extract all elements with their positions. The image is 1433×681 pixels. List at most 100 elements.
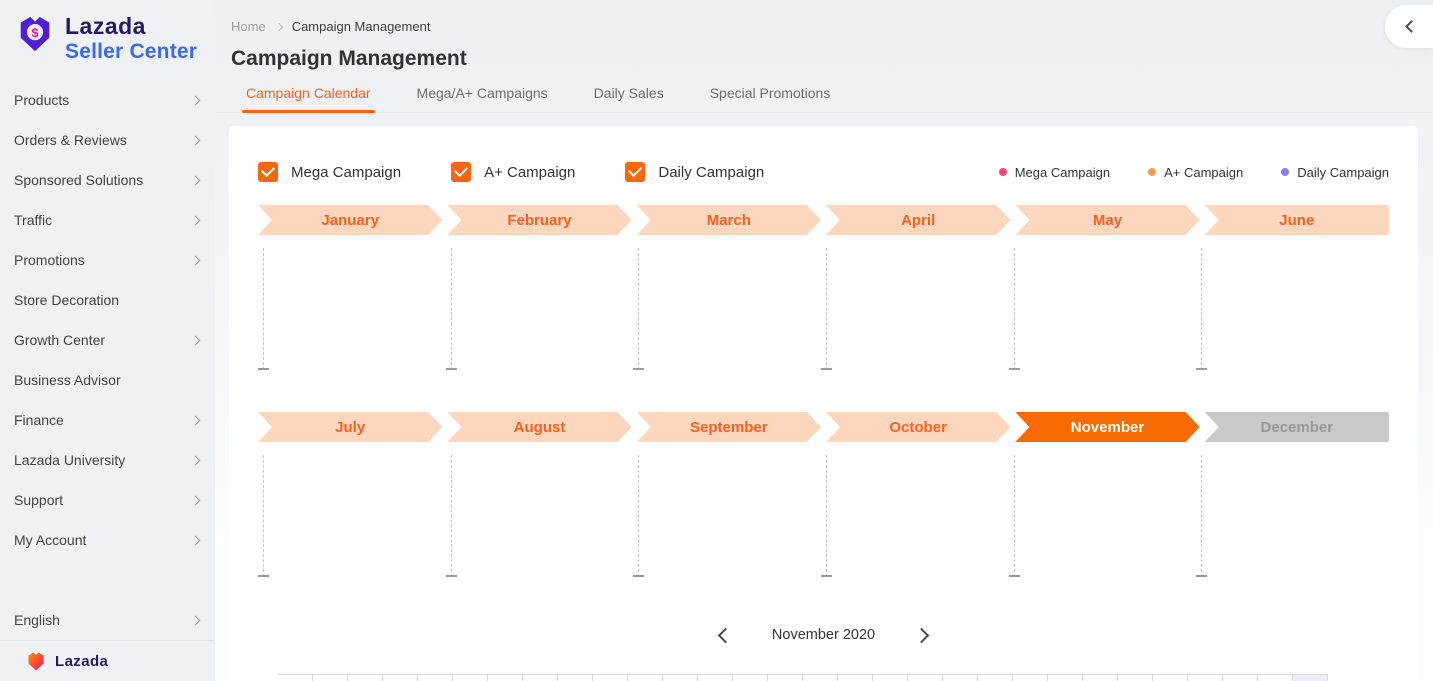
- day-cell[interactable]: 5: [418, 674, 453, 681]
- month-label: March: [706, 211, 751, 229]
- sidebar-item-label: Traffic: [14, 212, 53, 229]
- breadcrumb: Home Campaign Management: [215, 0, 1433, 34]
- month-grid-bottom: [258, 455, 1389, 577]
- seller-center-logo[interactable]: $ Lazada Seller Center: [0, 0, 215, 74]
- month-segment[interactable]: May: [1015, 205, 1199, 235]
- day-cell[interactable]: 23: [1048, 674, 1083, 681]
- tab[interactable]: Campaign Calendar: [242, 85, 375, 113]
- day-cell[interactable]: 10: [593, 674, 628, 681]
- day-cell[interactable]: 21: [978, 674, 1013, 681]
- day-cell[interactable]: 29: [1258, 674, 1293, 681]
- sidebar-item[interactable]: Business Advisor: [0, 360, 215, 400]
- tab[interactable]: Mega/A+ Campaigns: [417, 85, 548, 112]
- month-bar-jul-dec: July August September October: [258, 412, 1389, 442]
- day-cell[interactable]: 26: [1153, 674, 1188, 681]
- chevron-right-icon: [190, 215, 201, 226]
- product-name: Seller Center: [65, 40, 198, 64]
- day-cell[interactable]: 11: [628, 674, 663, 681]
- month-segment[interactable]: April: [826, 205, 1010, 235]
- sidebar-item[interactable]: Lazada University: [0, 440, 215, 480]
- sidebar-item[interactable]: Products: [0, 80, 215, 120]
- day-cell[interactable]: 22: [1013, 674, 1048, 681]
- lazada-heart-icon: $: [20, 16, 50, 52]
- month-segment[interactable]: February: [447, 205, 631, 235]
- sidebar-item[interactable]: My Account: [0, 520, 215, 560]
- month-segment[interactable]: July: [258, 412, 442, 442]
- month-segment[interactable]: November: [1015, 412, 1199, 442]
- day-cell[interactable]: 8: [523, 674, 558, 681]
- day-cell[interactable]: 28: [1223, 674, 1258, 681]
- day-cell[interactable]: 18: [873, 674, 908, 681]
- month-segment[interactable]: June: [1204, 205, 1389, 235]
- chevron-right-icon: [190, 615, 201, 625]
- campaign-filter[interactable]: Mega Campaign: [258, 162, 401, 182]
- day-cell[interactable]: 6: [453, 674, 488, 681]
- current-month-label: November 2020: [771, 627, 876, 643]
- chevron-left-icon: [717, 627, 734, 643]
- month-grid-top: [258, 248, 1389, 370]
- footer-brand-name: Lazada: [55, 652, 109, 670]
- sidebar: $ Lazada Seller Center Products Orders &…: [0, 0, 215, 681]
- prev-month-button[interactable]: [710, 622, 736, 648]
- tab[interactable]: Daily Sales: [594, 85, 664, 112]
- checkbox-checked-icon[interactable]: [258, 162, 278, 182]
- day-cell[interactable]: 1: [278, 674, 313, 681]
- sidebar-item-label: My Account: [14, 532, 87, 549]
- next-month-button[interactable]: [911, 622, 937, 648]
- sidebar-footer: Lazada: [0, 640, 215, 681]
- day-cell[interactable]: 19: [908, 674, 943, 681]
- day-cell[interactable]: 25: [1118, 674, 1153, 681]
- day-cell[interactable]: 30: [1293, 674, 1328, 681]
- chevron-right-icon: [190, 255, 201, 266]
- sidebar-item[interactable]: Finance: [0, 400, 215, 440]
- day-cell[interactable]: 13: [698, 674, 733, 681]
- campaign-filter[interactable]: A+ Campaign: [451, 162, 575, 182]
- campaign-filter[interactable]: Daily Campaign: [625, 162, 764, 182]
- lazada-logo-icon: [28, 652, 44, 670]
- day-cell[interactable]: 17: [838, 674, 873, 681]
- month-segment[interactable]: October: [826, 412, 1010, 442]
- day-cell[interactable]: 24: [1083, 674, 1118, 681]
- tab-label: Special Promotions: [709, 85, 831, 101]
- month-label: April: [901, 211, 936, 229]
- collapse-panel-button[interactable]: [1385, 5, 1433, 48]
- month-segment[interactable]: September: [637, 412, 821, 442]
- day-cell[interactable]: 12: [663, 674, 698, 681]
- checkbox-checked-icon[interactable]: [451, 162, 472, 182]
- month-segment[interactable]: March: [637, 205, 821, 235]
- day-cell[interactable]: 15: [768, 674, 803, 681]
- checkbox-checked-icon[interactable]: [625, 162, 646, 182]
- tab[interactable]: Special Promotions: [710, 85, 831, 112]
- day-cell[interactable]: 7: [488, 674, 523, 681]
- day-cell[interactable]: 27: [1188, 674, 1223, 681]
- month-segment[interactable]: January: [258, 205, 442, 235]
- day-cell[interactable]: 20: [943, 674, 978, 681]
- date-strip: 1 2 3 4 5 6 7 8: [278, 674, 1328, 681]
- language-selector[interactable]: English: [0, 600, 215, 640]
- sidebar-item[interactable]: Store Decoration: [0, 280, 215, 320]
- day-cell[interactable]: 9: [558, 674, 593, 681]
- legend-dot-icon: [1148, 168, 1157, 176]
- month-segment[interactable]: December: [1204, 412, 1389, 442]
- day-cell[interactable]: 4: [383, 674, 418, 681]
- legend: Mega Campaign A+ Campaign Daily Campaign: [998, 165, 1389, 180]
- sidebar-item[interactable]: Support: [0, 480, 215, 520]
- sidebar-item[interactable]: Traffic: [0, 200, 215, 240]
- day-cell[interactable]: 16: [803, 674, 838, 681]
- month-segment[interactable]: August: [447, 412, 631, 442]
- campaign-calendar-card: Mega Campaign A+ Campaign Daily Campaign: [229, 126, 1418, 681]
- sidebar-item-label: Growth Center: [14, 332, 106, 349]
- breadcrumb-home-link[interactable]: Home: [231, 19, 266, 34]
- legend-item: A+ Campaign: [1148, 165, 1243, 180]
- day-cell[interactable]: 2: [313, 674, 348, 681]
- sidebar-item-label: Products: [14, 92, 70, 109]
- day-cell[interactable]: 3: [348, 674, 383, 681]
- sidebar-item[interactable]: Sponsored Solutions: [0, 160, 215, 200]
- chevron-right-icon: [190, 175, 201, 186]
- day-cell[interactable]: 14: [733, 674, 768, 681]
- sidebar-item[interactable]: Growth Center: [0, 320, 215, 360]
- sidebar-item[interactable]: Orders & Reviews: [0, 120, 215, 160]
- month-label: August: [513, 418, 566, 436]
- sidebar-item[interactable]: Promotions: [0, 240, 215, 280]
